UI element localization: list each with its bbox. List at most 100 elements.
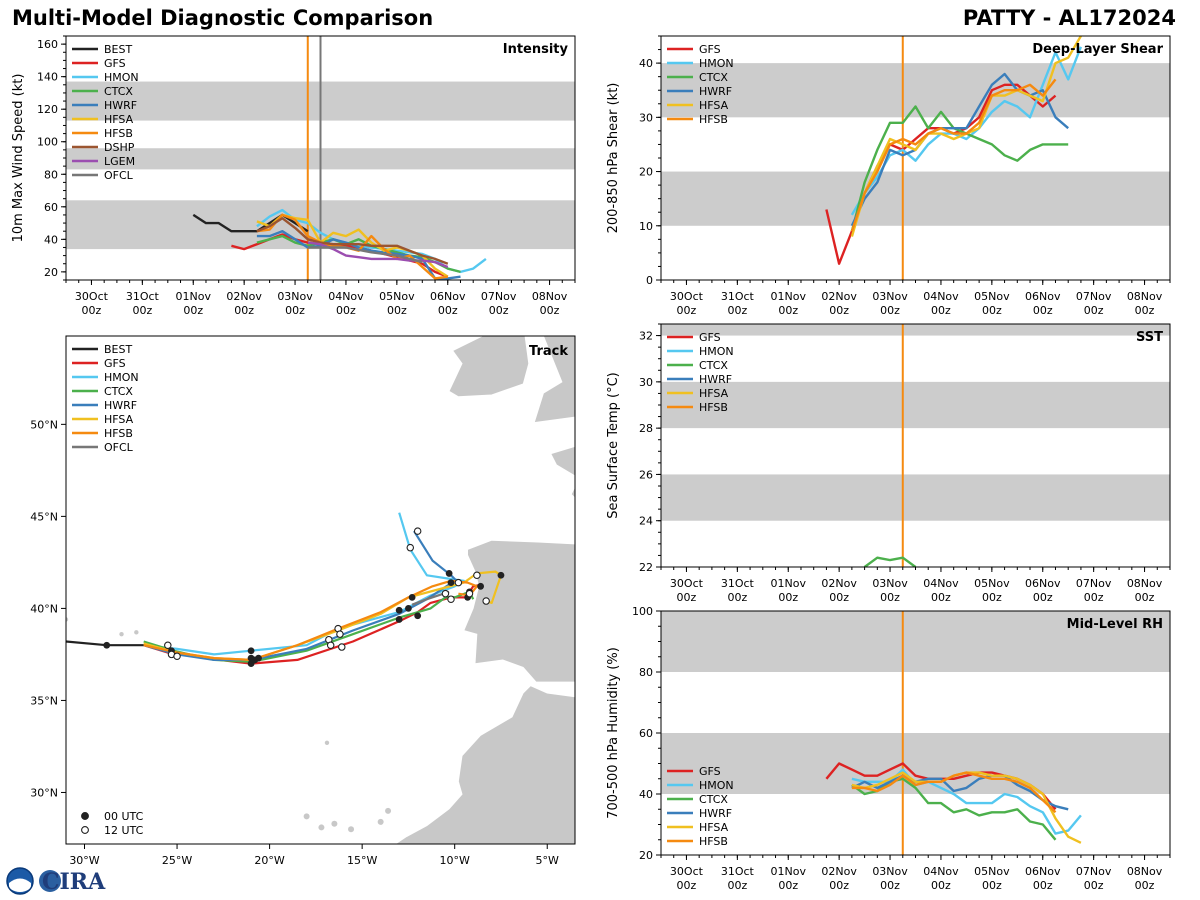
legend-label: CTCX bbox=[104, 385, 133, 398]
france-land bbox=[570, 486, 575, 499]
series-dshp bbox=[256, 217, 449, 265]
legend-label: OFCL bbox=[104, 169, 134, 182]
y-tick-label: 30 bbox=[639, 111, 653, 124]
legend-label: HMON bbox=[104, 71, 139, 84]
point-00utc bbox=[395, 606, 403, 614]
legend-label: HFSB bbox=[104, 427, 133, 440]
map-frame bbox=[65, 335, 576, 845]
lon-tick-label: 5°W bbox=[536, 854, 559, 867]
x-tick-sublabel: 00z bbox=[1033, 591, 1053, 604]
x-tick-sublabel: 00z bbox=[82, 304, 102, 317]
x-tick-label: 30Oct bbox=[670, 865, 704, 878]
x-tick-sublabel: 00z bbox=[778, 304, 798, 317]
panel-intensity: 2040608010012014016030Oct00z31Oct00z01No… bbox=[11, 35, 576, 317]
point-00utc bbox=[408, 593, 416, 601]
x-tick-label: 04Nov bbox=[923, 865, 959, 878]
france-land bbox=[550, 445, 575, 477]
y-tick-label: 30 bbox=[639, 376, 653, 389]
point-00utc bbox=[247, 647, 255, 655]
y-axis-label: 10m Max Wind Speed (kt) bbox=[11, 74, 26, 243]
x-tick-label: 31Oct bbox=[721, 577, 755, 590]
series-ctcx bbox=[850, 105, 1069, 232]
lon-tick-label: 15°W bbox=[347, 854, 377, 867]
legend-label: HFSB bbox=[104, 127, 133, 140]
x-tick-sublabel: 00z bbox=[540, 304, 560, 317]
island bbox=[303, 813, 310, 820]
y-tick-label: 24 bbox=[639, 515, 653, 528]
x-tick-label: 07Nov bbox=[1076, 577, 1112, 590]
y-tick-label: 26 bbox=[639, 468, 653, 481]
x-tick-sublabel: 00z bbox=[183, 304, 203, 317]
shaded-band bbox=[661, 324, 1170, 336]
x-tick-sublabel: 00z bbox=[677, 591, 697, 604]
series-hfsb bbox=[850, 78, 1057, 232]
legend-label: GFS bbox=[699, 43, 721, 56]
island bbox=[385, 807, 392, 814]
lon-tick-label: 30°W bbox=[69, 854, 99, 867]
x-tick-label: 30Oct bbox=[670, 290, 704, 303]
y-tick-label: 140 bbox=[37, 71, 58, 84]
noaa-wave-icon bbox=[9, 878, 31, 892]
x-tick-sublabel: 00z bbox=[931, 591, 951, 604]
y-tick-label: 20 bbox=[639, 166, 653, 179]
y-tick-label: 28 bbox=[639, 422, 653, 435]
lat-tick-label: 45°N bbox=[30, 510, 58, 523]
island bbox=[324, 740, 330, 745]
legend-label: HFSA bbox=[699, 387, 729, 400]
x-tick-sublabel: 00z bbox=[1033, 304, 1053, 317]
y-tick-label: 40 bbox=[639, 57, 653, 70]
legend-label: HMON bbox=[699, 779, 734, 792]
series-hwrf bbox=[850, 72, 1069, 227]
britain-land bbox=[533, 336, 575, 423]
panel-sst: 22242628303230Oct00z31Oct00z01Nov00z02No… bbox=[606, 323, 1171, 604]
point-00utc bbox=[251, 656, 259, 664]
shaded-band bbox=[661, 63, 1170, 118]
point-12utc bbox=[465, 589, 474, 598]
series-ofcl bbox=[307, 246, 423, 264]
point-12utc bbox=[482, 597, 490, 605]
island bbox=[134, 630, 139, 635]
x-tick-sublabel: 00z bbox=[1084, 591, 1104, 604]
x-tick-sublabel: 00z bbox=[336, 304, 356, 317]
point-12utc bbox=[164, 641, 172, 649]
x-tick-label: 03Nov bbox=[277, 290, 313, 303]
panel-shear: 01020304030Oct00z31Oct00z01Nov00z02Nov00… bbox=[606, 35, 1171, 317]
point-12utc bbox=[447, 595, 455, 603]
series-ctcx bbox=[863, 556, 917, 567]
track-hfsb bbox=[143, 579, 478, 661]
point-00utc bbox=[497, 571, 505, 579]
ireland-land bbox=[448, 336, 530, 398]
legend-label: CTCX bbox=[699, 793, 728, 806]
island bbox=[331, 820, 338, 827]
lon-tick-label: 25°W bbox=[162, 854, 192, 867]
x-tick-sublabel: 00z bbox=[982, 304, 1002, 317]
y-tick-label: 20 bbox=[639, 849, 653, 862]
panel-title: Deep-Layer Shear bbox=[1032, 42, 1163, 57]
y-tick-label: 80 bbox=[639, 666, 653, 679]
legend-label: LGEM bbox=[104, 155, 135, 168]
point-00utc bbox=[477, 582, 485, 590]
plot-area bbox=[661, 324, 1170, 567]
cira-logo: CIRA bbox=[6, 867, 106, 895]
x-tick-label: 01Nov bbox=[771, 577, 807, 590]
x-tick-sublabel: 00z bbox=[727, 591, 747, 604]
x-tick-label: 30Oct bbox=[670, 577, 704, 590]
x-tick-label: 02Nov bbox=[821, 865, 857, 878]
series-best bbox=[192, 213, 309, 233]
legend-label: HWRF bbox=[699, 85, 732, 98]
panel-track: 30°W 25°W 20°W 15°W 10°W 5°W 30°N 35°N 40°N 45°N 5… bbox=[30, 335, 576, 867]
x-tick-label: 03Nov bbox=[872, 865, 908, 878]
y-tick-label: 100 bbox=[632, 605, 653, 618]
africa-land bbox=[394, 685, 575, 844]
y-tick-label: 60 bbox=[44, 201, 58, 214]
x-tick-label: 08Nov bbox=[1127, 577, 1163, 590]
marker-legend-swatch bbox=[81, 812, 89, 820]
x-tick-sublabel: 00z bbox=[1135, 304, 1155, 317]
x-tick-label: 01Nov bbox=[771, 290, 807, 303]
island bbox=[377, 818, 384, 825]
x-tick-label: 04Nov bbox=[923, 290, 959, 303]
x-tick-label: 01Nov bbox=[176, 290, 212, 303]
legend-label: HFSA bbox=[699, 821, 729, 834]
x-tick-sublabel: 00z bbox=[1084, 304, 1104, 317]
y-tick-label: 60 bbox=[639, 727, 653, 740]
